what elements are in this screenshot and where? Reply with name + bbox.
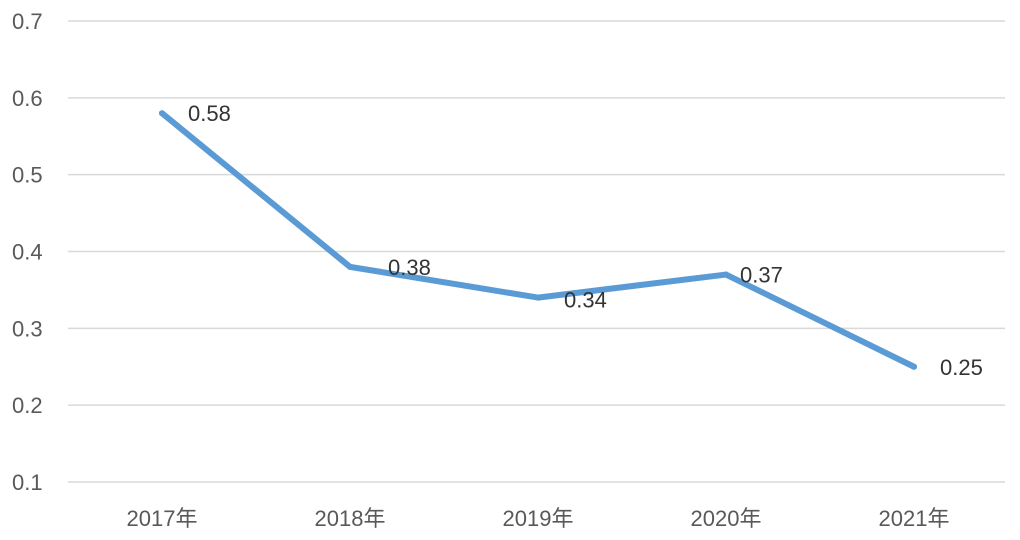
grid-lines [68, 20, 1005, 483]
data-point [911, 363, 917, 370]
data-point [347, 263, 353, 270]
data-label: 0.58 [188, 101, 231, 126]
series-layer [159, 110, 917, 370]
x-axis-ticks: 2017年 2018年 2019年 2020年 2021年 [127, 506, 950, 531]
data-point [723, 271, 729, 278]
x-tick-label: 2019年 [503, 506, 574, 531]
y-tick-label: 0.6 [12, 86, 43, 111]
y-tick-label: 0.1 [12, 470, 43, 495]
y-tick-label: 0.2 [12, 393, 43, 418]
y-axis-ticks: 0.1 0.2 0.3 0.4 0.5 0.6 0.7 [12, 9, 43, 495]
y-tick-label: 0.5 [12, 163, 43, 188]
data-point [535, 294, 541, 301]
x-tick-label: 2017年 [127, 506, 198, 531]
x-tick-label: 2020年 [691, 506, 762, 531]
data-label: 0.34 [564, 288, 607, 313]
data-point [159, 110, 165, 117]
x-tick-label: 2018年 [315, 506, 386, 531]
x-tick-label: 2021年 [879, 506, 950, 531]
y-tick-label: 0.7 [12, 9, 43, 34]
data-label: 0.25 [940, 355, 983, 380]
data-label: 0.38 [388, 255, 431, 280]
data-labels: 0.58 0.38 0.34 0.37 0.25 [188, 101, 983, 380]
data-label: 0.37 [740, 263, 783, 288]
y-tick-label: 0.4 [12, 240, 43, 265]
y-tick-label: 0.3 [12, 316, 43, 341]
